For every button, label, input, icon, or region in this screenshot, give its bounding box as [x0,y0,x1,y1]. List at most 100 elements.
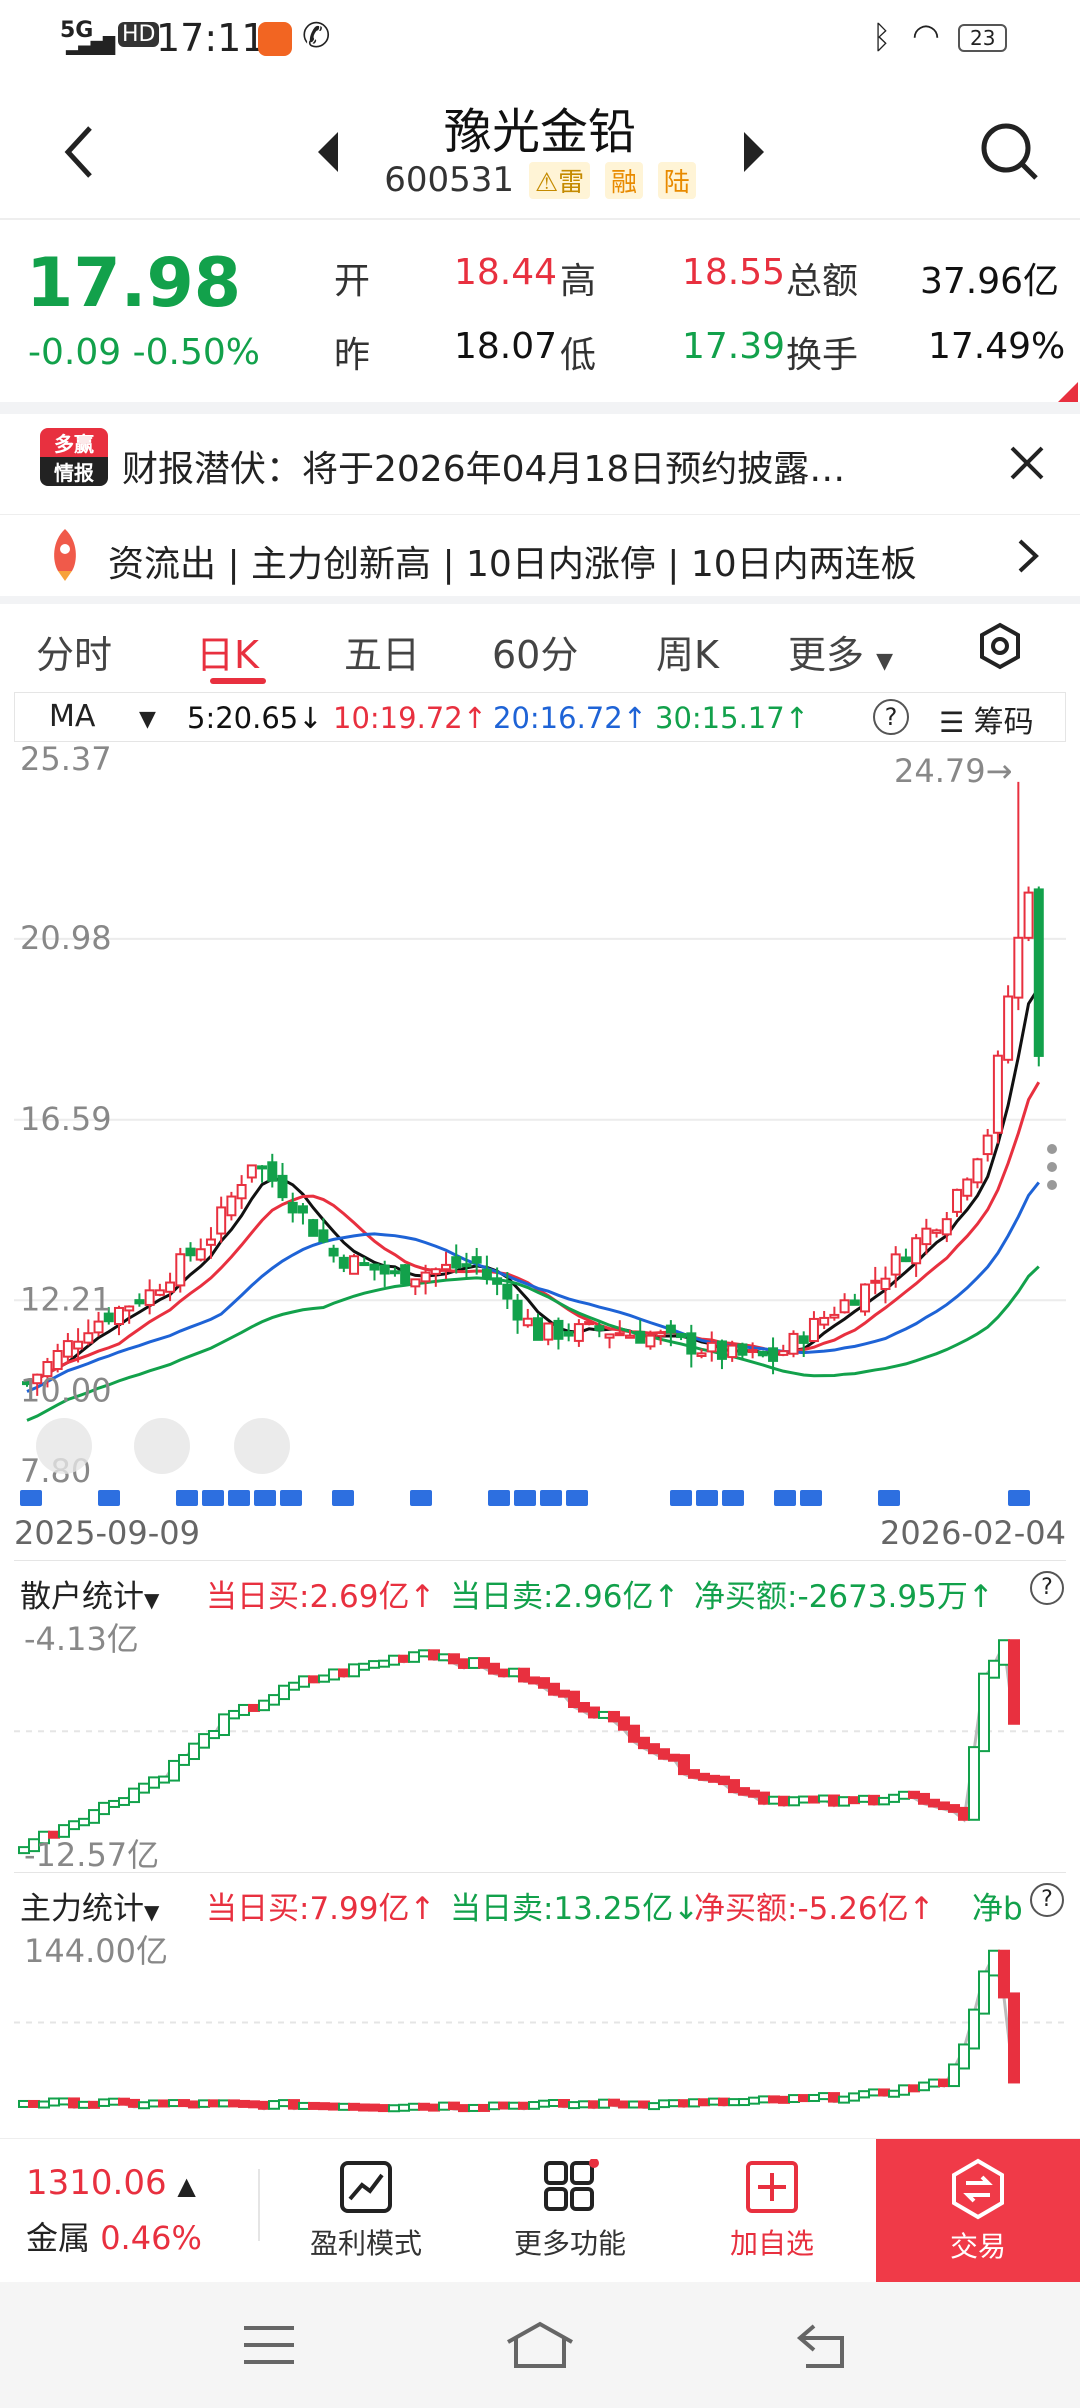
flow-candle [508,2101,520,2110]
caret-down-icon: ▼ [144,1588,160,1612]
flow-candle [88,2100,100,2109]
tab-weekly-k[interactable]: 周K [656,633,719,677]
home-icon[interactable] [504,2320,576,2370]
flow-candle [328,1668,340,1681]
back-nav-icon[interactable] [794,2320,850,2370]
candle-body [32,1373,43,1385]
ma10-value: 10:19.72↑ [333,701,487,735]
flow-candle [238,2099,250,2108]
ma30-line [26,1265,1040,1422]
flow-candle [148,2099,160,2108]
amount-label: 总额 [786,261,859,302]
flow-candle [298,1675,310,1688]
price-change: -0.09 -0.50% [28,332,260,373]
flow-candle [468,1657,480,1669]
add-watchlist-button[interactable]: 加自选 [682,2159,862,2262]
quote-panel: 17.98 -0.09 -0.50% 开 18.44 高 18.55 总额 37… [0,222,1080,402]
high-label: 高 [560,261,597,302]
candle-body [716,1340,727,1360]
candle-body [962,1178,973,1197]
main-force-flow-chart[interactable]: 144.00亿 [14,1928,1066,2138]
ma5-line [26,986,1041,1385]
flow-candle [858,2090,870,2099]
menu-icon[interactable] [242,2322,296,2368]
candle-body [318,1229,329,1243]
prev-close-label: 昨 [334,335,371,376]
tab-60min[interactable]: 60分 [492,633,579,677]
flow-candle [268,2100,280,2110]
candle-body [389,1270,400,1275]
notice-marker [20,1490,42,1506]
flow-candle [908,2084,920,2093]
caret-down-icon: ▼ [144,1900,160,1924]
caret-down-icon: ▼ [876,649,894,674]
profit-mode-button[interactable]: 盈利模式 [276,2159,456,2262]
thunder-tag[interactable]: ⚠雷 [528,162,591,199]
chart-trend-icon [340,2161,392,2213]
candle-body [481,1268,492,1278]
retail-flow-chart[interactable]: -4.13亿 -12.57亿 [14,1616,1066,1872]
prev-stock-icon[interactable] [314,130,344,174]
next-stock-icon[interactable] [738,130,768,174]
candle-body [410,1278,421,1288]
close-icon[interactable] [1008,444,1046,482]
more-functions-button[interactable]: 更多功能 [480,2158,660,2262]
news-banner[interactable]: 多赢 情报 财报潜伏：将于2026年04月18日预约披露… [0,414,1080,514]
start-date: 2025-09-09 [14,1514,200,1552]
candle-body [900,1256,911,1263]
flow-candle [458,2104,470,2113]
trade-button[interactable]: 交易 [876,2139,1080,2283]
notice-marker [202,1490,224,1506]
candle-body [645,1334,656,1348]
tab-daily-k[interactable]: 日K [196,633,259,677]
candle-body [165,1281,176,1293]
expand-panel-icon[interactable] [36,1418,92,1474]
flow-candle [378,2104,390,2113]
flow-candle [1008,1992,1020,2084]
flow-candle [248,2100,260,2109]
tab-five-day[interactable]: 五日 [344,633,421,677]
flow-candle [778,2095,790,2104]
period-tabs: 分时 日K 五日 60分 周K 更多 ▼ [0,604,1080,692]
ma5-value: 5:20.65↓ [187,701,323,735]
more-dots-icon[interactable] [1038,1140,1066,1210]
ma-selector[interactable]: MA ▼ [49,699,156,734]
tab-intraday[interactable]: 分时 [36,633,113,677]
chevron-right-icon[interactable] [1016,537,1040,575]
help-icon[interactable]: ? [1030,1571,1064,1605]
chips-button[interactable]: ☰ 筹码 [939,705,1034,740]
margin-tag[interactable]: 融 [604,162,643,199]
flow-candle [168,2099,180,2108]
layout-icon[interactable] [234,1418,290,1474]
fullscreen-icon[interactable] [134,1418,190,1474]
low-value: 17.39 [682,326,786,367]
flow-candle [688,2098,700,2108]
flow-candle [808,1795,820,1804]
flow-candle [368,2103,380,2112]
sector-index[interactable]: 1310.06 ▲ 金属 0.46% [26,2163,202,2257]
signal-ticker[interactable]: 资流出 | 主力创新高 | 10日内涨停 | 10日内两连板 [0,514,1080,596]
network-indicator: 5G [60,18,94,43]
help-icon[interactable]: ? [1030,1883,1064,1917]
flow-candle [148,1776,160,1789]
candle-body [921,1227,932,1246]
flow-candle [348,2102,360,2111]
help-icon[interactable]: ? [873,699,909,735]
back-icon[interactable] [60,122,100,182]
flow-candle [438,1653,450,1662]
flow-candle [578,2100,590,2109]
candle-body [533,1317,543,1341]
tab-more[interactable]: 更多 ▼ [788,633,894,677]
retail-selector[interactable]: 散户统计▼ [20,1579,160,1615]
search-icon[interactable] [978,120,1042,184]
candle-body [829,1313,840,1319]
main-force-selector[interactable]: 主力统计▼ [20,1891,160,1927]
candle-body [839,1299,850,1314]
connect-tag[interactable]: 陆 [657,162,696,199]
flow-candle [198,2099,210,2108]
settings-icon[interactable] [976,622,1024,670]
candle-body [952,1188,963,1213]
candle-body [911,1237,922,1265]
flow-candle [618,1716,630,1731]
